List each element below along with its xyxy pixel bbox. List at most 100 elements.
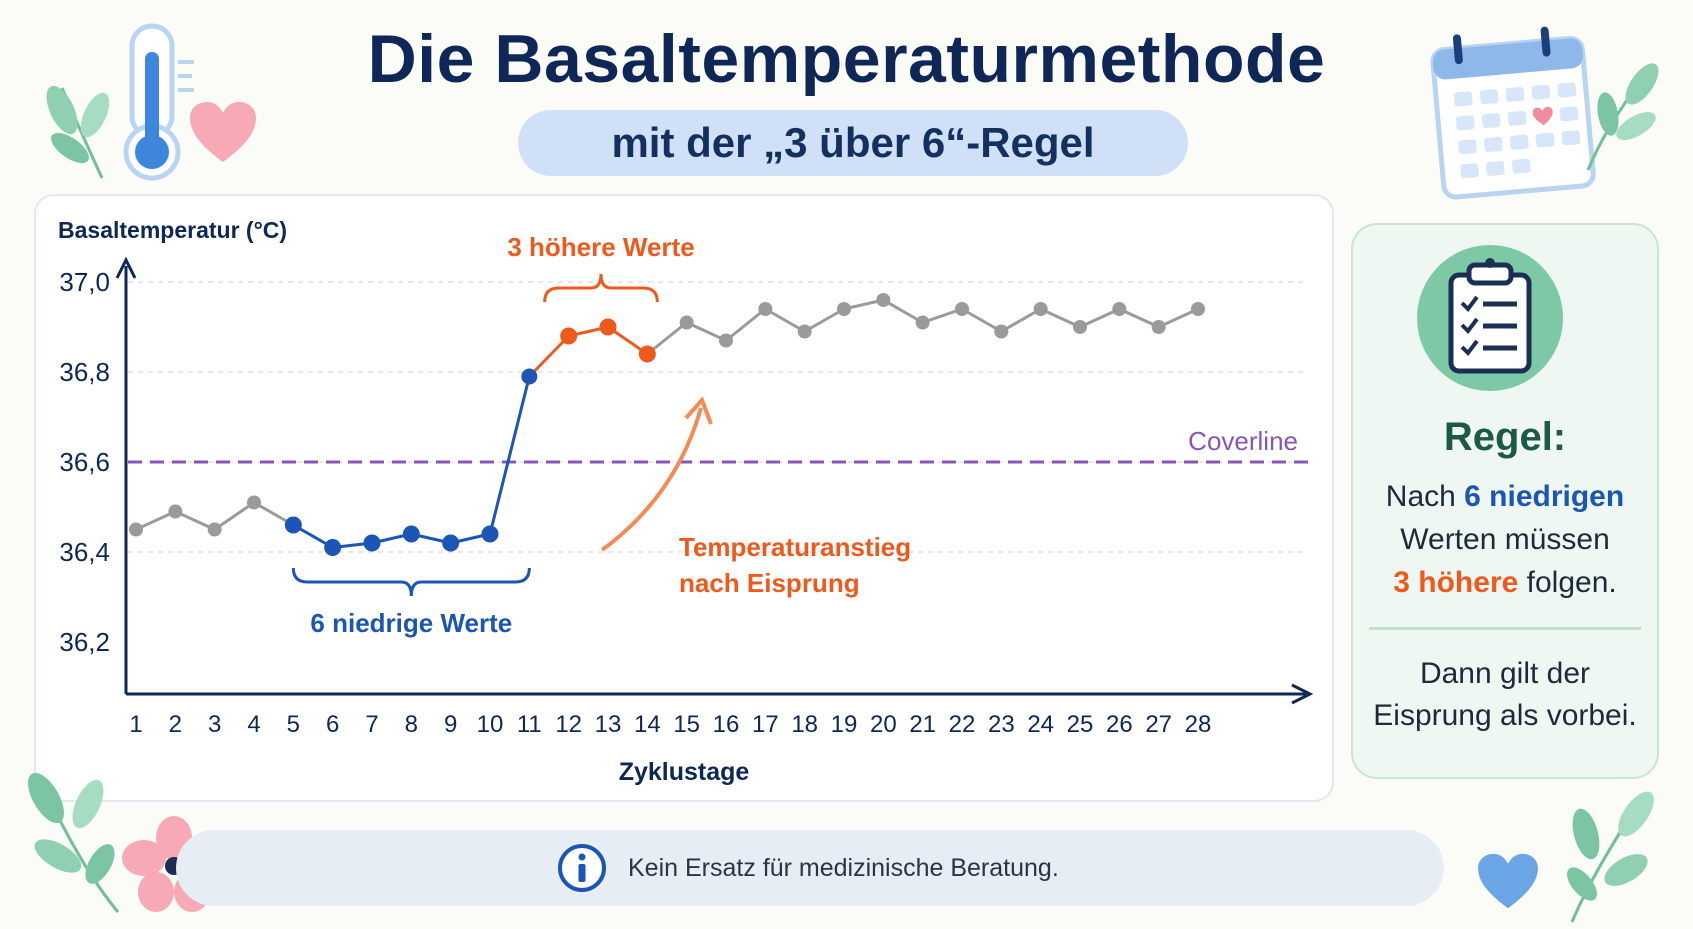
y-tick-label: 37,0 <box>59 267 110 297</box>
clipboard-checklist-icon <box>1448 258 1532 374</box>
rule-icon-circle <box>1417 245 1563 391</box>
data-point <box>837 302 851 316</box>
x-tick-label: 25 <box>1067 711 1094 738</box>
leaf-decoration-bottom-left <box>28 772 120 913</box>
rule-divider <box>1369 627 1641 630</box>
x-tick-label: 15 <box>673 711 700 738</box>
series-segment <box>725 307 767 342</box>
series-segment <box>135 510 176 531</box>
data-point <box>363 534 381 552</box>
leaf-decoration-top-right <box>1586 63 1659 171</box>
x-tick-label: 23 <box>988 711 1015 738</box>
data-point <box>719 333 733 348</box>
low-values-brace <box>291 567 531 597</box>
data-point <box>1151 320 1166 334</box>
leaf-decoration-top-left <box>46 85 110 179</box>
data-point <box>324 539 342 556</box>
data-point <box>442 534 460 552</box>
series-segment <box>213 501 255 531</box>
series-segment <box>764 307 806 333</box>
leaf-decoration-bottom-right <box>1567 791 1654 923</box>
subtitle-pill: mit der „3 über 6“-Regel <box>518 110 1188 176</box>
data-point <box>1112 302 1127 316</box>
data-point <box>402 525 420 543</box>
x-tick-label: 21 <box>909 711 936 738</box>
series-segment <box>528 334 570 378</box>
x-tick-label: 4 <box>247 711 260 738</box>
x-tick-label: 3 <box>208 711 221 738</box>
rule-highlight-low: 6 niedrigen <box>1464 480 1625 513</box>
x-tick-label: 7 <box>365 711 378 738</box>
x-tick-label: 26 <box>1106 711 1133 738</box>
series-segment <box>1079 307 1120 329</box>
x-tick-label: 27 <box>1145 711 1172 738</box>
rule-line-2: Werten müssen <box>1400 523 1610 556</box>
x-tick-label: 12 <box>555 711 582 738</box>
rule-line-3: 3 höhere folgen. <box>1393 566 1617 599</box>
rule-conclusion: Dann gilt der Eisprung als vorbei. <box>1353 653 1657 737</box>
x-tick-labels: 1 2 3 4 5 6 7 8 9 10 11 12 13 14 15 16 17 18 19 20 21 22 23 24 2… <box>129 711 1211 738</box>
x-tick-label: 17 <box>752 711 779 738</box>
high-values-label: 3 höhere Werte <box>507 232 694 262</box>
data-point <box>129 522 143 537</box>
x-tick-label: 1 <box>129 711 142 738</box>
page-subtitle: mit der „3 über 6“-Regel <box>611 119 1095 166</box>
data-point <box>481 525 499 543</box>
series-segment <box>1040 307 1081 329</box>
info-icon <box>558 844 606 892</box>
x-tick-label: 14 <box>634 711 661 738</box>
x-tick-label: 5 <box>287 711 300 738</box>
high-values-brace <box>543 273 659 303</box>
data-point <box>284 516 302 534</box>
x-tick-label: 10 <box>477 711 504 738</box>
rise-label-line-1: Temperaturanstieg <box>679 532 911 562</box>
x-tick-label: 19 <box>831 711 858 738</box>
rule-title: Regel: <box>1443 415 1567 459</box>
series-segment <box>488 376 531 535</box>
data-point <box>915 315 930 330</box>
page-title: Die Basaltemperaturmethode <box>367 21 1326 97</box>
coverline-layer: Coverline <box>128 426 1316 464</box>
y-tick-label: 36,2 <box>59 627 110 657</box>
grid-layer <box>128 281 1306 553</box>
x-tick-label: 9 <box>444 711 457 738</box>
calendar-icon <box>1430 26 1596 200</box>
x-tick-label: 28 <box>1185 711 1212 738</box>
annotations: 3 höhere Werte 6 niedrige Werte Temperatur… <box>291 232 911 638</box>
heart-icon-top-left <box>190 102 256 162</box>
x-axis-label: Zyklustage <box>619 758 750 786</box>
low-values-label: 6 niedrige Werte <box>310 608 512 638</box>
data-point <box>994 324 1009 339</box>
y-axis-label: Basaltemperatur (°C) <box>58 217 287 243</box>
x-tick-label: 22 <box>949 711 976 738</box>
temperature-chart: Basaltemperatur (°C) Zyklustage 36,2 36,4… <box>58 217 1316 786</box>
coverline-label: Coverline <box>1188 426 1298 456</box>
rule-highlight-high: 3 höhere <box>1393 566 1519 599</box>
x-tick-label: 6 <box>326 711 339 738</box>
data-point <box>168 504 183 519</box>
series-segment <box>803 307 845 333</box>
disclaimer-text: Kein Ersatz für medizinische Beratung. <box>628 854 1059 882</box>
data-point <box>876 293 891 307</box>
x-tick-label: 20 <box>870 711 897 738</box>
series-segment <box>1118 307 1160 329</box>
series-segment <box>882 298 924 324</box>
x-tick-label: 24 <box>1027 711 1054 738</box>
rule-text: Nach 6 niedrigen Werten müssen 3 höhere … <box>1353 475 1657 604</box>
data-point <box>955 302 969 316</box>
axis-layer <box>115 256 1314 705</box>
data-point <box>207 522 222 537</box>
data-point <box>1191 302 1205 316</box>
y-axis-arrow <box>115 256 137 279</box>
chart-card: Basaltemperatur (°C) Zyklustage 36,2 36,4… <box>34 194 1334 802</box>
data-point <box>1033 302 1048 316</box>
data-point <box>638 345 656 363</box>
rise-label-line-2: nach Eisprung <box>679 568 860 598</box>
heart-icon-bottom-right <box>1478 853 1538 909</box>
rule-line-1: Nach 6 niedrigen <box>1385 480 1625 513</box>
x-tick-label: 18 <box>791 711 818 738</box>
rise-arrow-head <box>684 396 713 425</box>
data-point <box>1073 320 1087 334</box>
x-tick-label: 11 <box>517 711 542 738</box>
data-point <box>758 302 773 316</box>
